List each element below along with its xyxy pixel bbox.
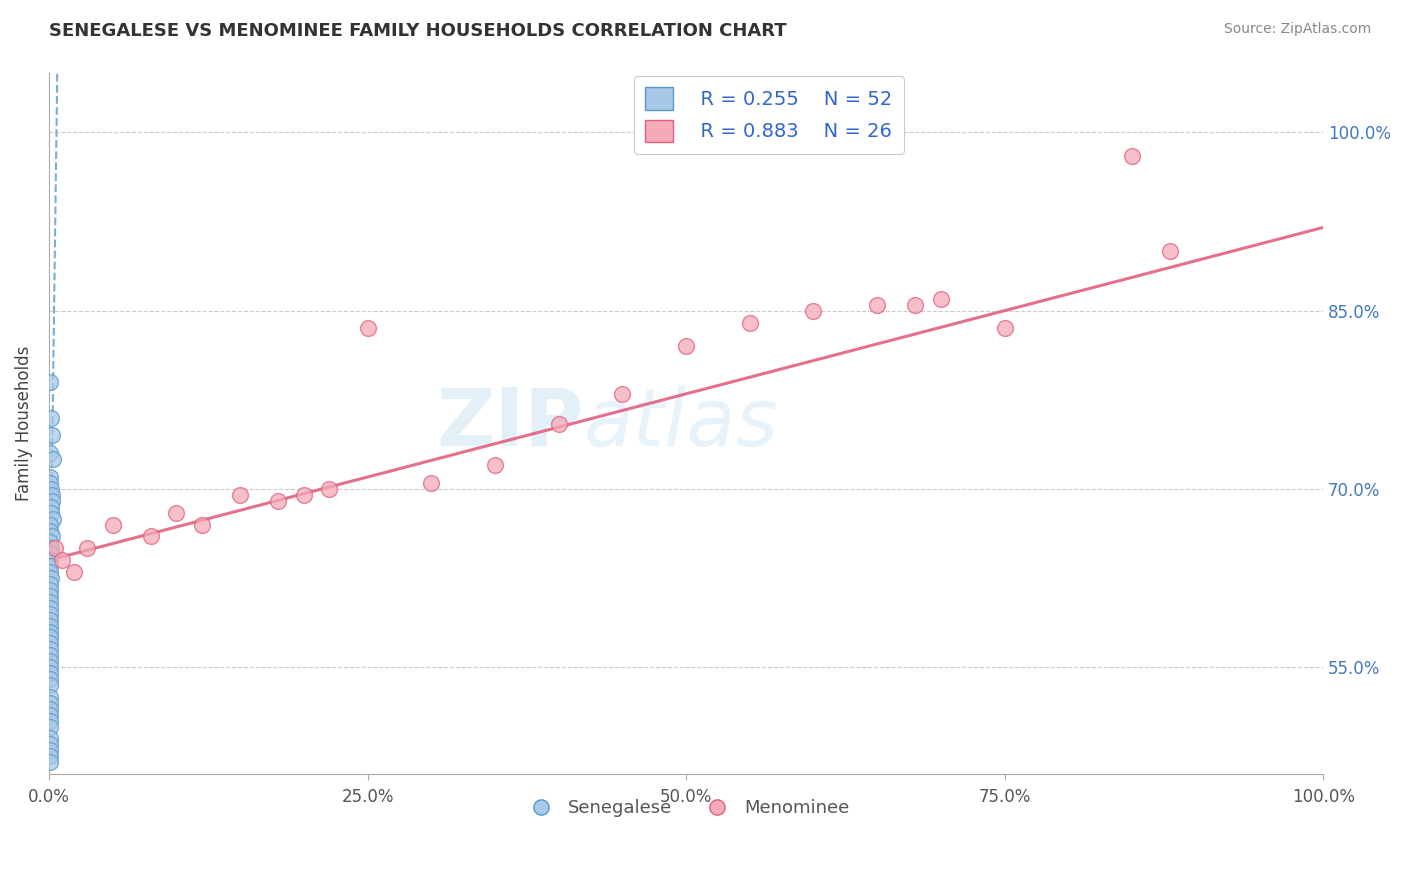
Point	[165, 506, 187, 520]
Point	[1121, 149, 1143, 163]
Point	[38, 648, 60, 663]
Point	[39, 500, 62, 514]
Point	[267, 493, 290, 508]
Point	[420, 475, 443, 490]
Point	[41, 488, 63, 502]
Point	[39, 547, 62, 561]
Point	[38, 636, 60, 650]
Point	[39, 642, 62, 657]
Point	[39, 482, 62, 496]
Point	[318, 482, 340, 496]
Point	[63, 565, 86, 579]
Text: SENEGALESE VS MENOMINEE FAMILY HOUSEHOLDS CORRELATION CHART: SENEGALESE VS MENOMINEE FAMILY HOUSEHOLD…	[49, 22, 787, 40]
Point	[356, 321, 378, 335]
Point	[1159, 244, 1181, 259]
Point	[38, 666, 60, 681]
Point	[42, 511, 65, 525]
Point	[38, 738, 60, 752]
Point	[38, 707, 60, 722]
Point	[38, 696, 60, 710]
Point	[41, 428, 63, 442]
Point	[39, 565, 62, 579]
Point	[38, 524, 60, 538]
Point	[39, 607, 62, 621]
Point	[38, 672, 60, 686]
Point	[39, 589, 62, 603]
Point	[191, 517, 214, 532]
Point	[39, 577, 62, 591]
Point	[39, 375, 62, 389]
Point	[803, 303, 825, 318]
Point	[612, 387, 634, 401]
Point	[38, 690, 60, 704]
Point	[39, 541, 62, 556]
Point	[38, 613, 60, 627]
Point	[38, 678, 60, 692]
Point	[39, 506, 62, 520]
Text: ZIP: ZIP	[437, 384, 583, 463]
Point	[38, 446, 60, 460]
Point	[39, 517, 62, 532]
Point	[39, 571, 62, 585]
Point	[38, 702, 60, 716]
Legend: Senegalese, Menominee: Senegalese, Menominee	[516, 792, 856, 825]
Point	[39, 410, 62, 425]
Point	[738, 316, 761, 330]
Point	[38, 743, 60, 757]
Point	[38, 624, 60, 639]
Point	[866, 298, 889, 312]
Point	[39, 595, 62, 609]
Point	[76, 541, 98, 556]
Point	[38, 714, 60, 728]
Point	[38, 618, 60, 632]
Point	[39, 553, 62, 567]
Point	[39, 535, 62, 549]
Point	[904, 298, 927, 312]
Point	[38, 756, 60, 770]
Point	[38, 631, 60, 645]
Point	[994, 321, 1017, 335]
Point	[38, 731, 60, 746]
Point	[41, 493, 63, 508]
Point	[39, 470, 62, 484]
Y-axis label: Family Households: Family Households	[15, 346, 32, 501]
Point	[101, 517, 124, 532]
Point	[139, 529, 162, 543]
Point	[42, 452, 65, 467]
Point	[229, 488, 252, 502]
Point	[38, 600, 60, 615]
Point	[547, 417, 569, 431]
Point	[38, 720, 60, 734]
Point	[38, 582, 60, 597]
Point	[39, 475, 62, 490]
Point	[38, 660, 60, 674]
Point	[484, 458, 506, 472]
Text: Source: ZipAtlas.com: Source: ZipAtlas.com	[1223, 22, 1371, 37]
Text: atlas: atlas	[583, 384, 779, 463]
Point	[44, 541, 66, 556]
Point	[38, 654, 60, 668]
Point	[292, 488, 315, 502]
Point	[51, 553, 73, 567]
Point	[929, 292, 952, 306]
Point	[38, 559, 60, 574]
Point	[675, 339, 697, 353]
Point	[38, 749, 60, 764]
Point	[41, 529, 63, 543]
